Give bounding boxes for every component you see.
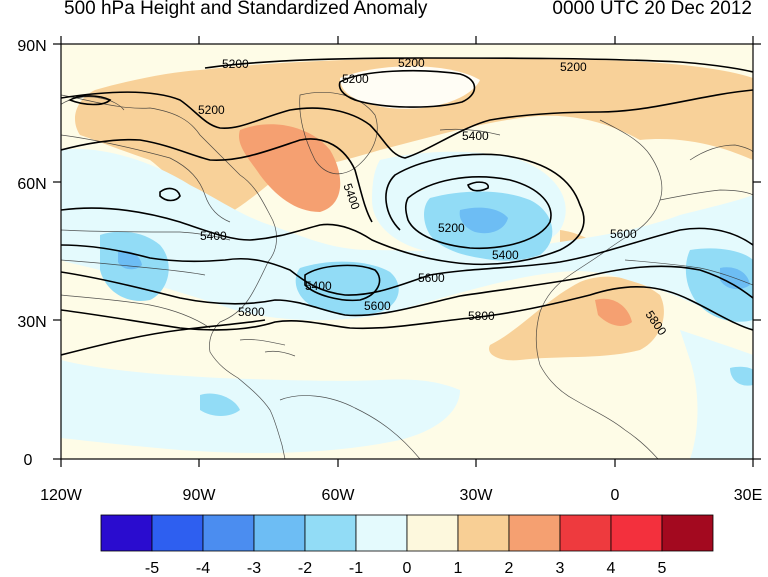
strong-negative-anomaly (118, 207, 750, 290)
colorbar-box (661, 514, 714, 552)
valid-time: 0000 UTC 20 Dec 2012 (552, 0, 752, 19)
contour-label: 5600 (610, 227, 637, 241)
height-contours (61, 57, 753, 356)
colorbar-box (457, 514, 510, 552)
lat-label: 0 (24, 452, 33, 469)
lon-label: 60W (322, 487, 356, 504)
contour-label: 5600 (364, 299, 391, 313)
contour-label: 5600 (418, 271, 445, 285)
colorbar (100, 514, 714, 552)
contour-label: 5200 (198, 103, 225, 117)
contour-label: 5400 (492, 248, 519, 262)
map-area: 5200 5200 5200 5200 5200 5200 5400 5400 … (61, 44, 753, 459)
map-title: 500 hPa Height and Standardized Anomaly (64, 0, 428, 19)
lon-label: 120W (40, 487, 83, 504)
colorbar-box (406, 514, 459, 552)
colorbar-box (610, 514, 663, 552)
contour-label: 5400 (200, 229, 227, 243)
colorbar-box (304, 514, 357, 552)
colorbar-box (151, 514, 204, 552)
contour-label: 5800 (238, 305, 265, 319)
longitude-labels: 120W 90W 60W 30W 0 30E (40, 487, 762, 504)
contour-label: 5200 (342, 72, 369, 86)
colorbar-label: 2 (505, 560, 514, 577)
contour-label: 5200 (438, 221, 465, 235)
contour-label: 5200 (560, 60, 587, 74)
contour-label: 5400 (305, 279, 332, 293)
contour-label: 5200 (398, 56, 425, 70)
axis-ticks (53, 36, 761, 467)
colorbar-box (253, 514, 306, 552)
lon-label: 0 (611, 487, 620, 504)
contour-label: 5200 (222, 57, 249, 71)
contour-label: 5400 (462, 129, 489, 143)
colorbar-labels: -5 -4 -3 -2 -1 0 1 2 3 4 5 (145, 560, 667, 577)
colorbar-label: -2 (298, 560, 312, 577)
colorbar-box (559, 514, 612, 552)
lon-label: 90W (183, 487, 217, 504)
colorbar-label: 1 (454, 560, 463, 577)
colorbar-label: -5 (145, 560, 159, 577)
contour-label: 5800 (468, 309, 495, 323)
colorbar-label: 3 (556, 560, 565, 577)
colorbar-label: -3 (247, 560, 261, 577)
polar-high-core (340, 66, 480, 109)
colorbar-label: 4 (607, 560, 616, 577)
lon-label: 30W (460, 487, 494, 504)
lat-label: 60N (17, 176, 46, 193)
colorbar-label: -1 (349, 560, 363, 577)
colorbar-box (100, 514, 153, 552)
colorbar-label: 0 (403, 560, 412, 577)
lat-label: 90N (17, 38, 46, 55)
lon-label: 30E (734, 487, 762, 504)
lat-label: 30N (17, 314, 46, 331)
colorbar-box (202, 514, 255, 552)
strong-positive-anomaly (239, 124, 632, 326)
colorbar-box (508, 514, 561, 552)
colorbar-label: 5 (658, 560, 667, 577)
colorbar-label: -4 (196, 560, 210, 577)
latitude-labels: 90N 60N 30N 0 (17, 38, 46, 469)
colorbar-box (355, 514, 408, 552)
map-frame (60, 43, 754, 460)
coastlines (61, 92, 753, 459)
